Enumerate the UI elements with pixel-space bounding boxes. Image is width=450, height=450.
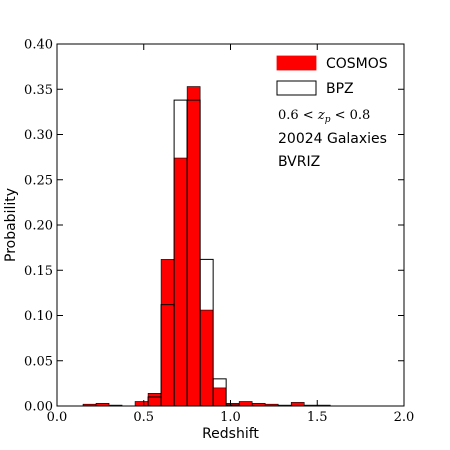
y-tick-label: 0.10 (24, 309, 53, 324)
legend-label-bpz: BPZ (326, 81, 354, 97)
cosmos-bar (199, 309, 214, 407)
range-upper: < 0.8 (330, 108, 370, 123)
cosmos-bar (186, 86, 201, 407)
cosmos-bar (147, 393, 162, 407)
x-tick-label: 0.0 (47, 410, 68, 425)
range-subscript: p (325, 115, 331, 125)
y-tick-label: 0.15 (24, 264, 53, 279)
filters-annotation: BVRIZ (278, 154, 320, 170)
y-tick-label: 0.20 (24, 219, 53, 234)
y-tick-label: 0.05 (24, 354, 53, 369)
cosmos-bar (290, 402, 305, 407)
redshift-range-annotation: 0.6 < zp < 0.8 (278, 108, 370, 125)
x-tick-label: 1.5 (307, 410, 328, 425)
x-tick-label: 2.0 (394, 410, 415, 425)
cosmos-bar (238, 401, 253, 407)
y-axis-label: Probability (3, 188, 19, 262)
range-variable: z (317, 108, 325, 123)
x-tick-label: 1.0 (220, 410, 241, 425)
range-lower: 0.6 < (278, 108, 318, 123)
plot-frame (56, 43, 405, 407)
y-tick-label: 0.00 (24, 400, 53, 415)
cosmos-bar (160, 259, 175, 407)
cosmos-bar (134, 401, 149, 407)
y-tick-label: 0.25 (24, 173, 53, 188)
y-tick-label: 0.40 (24, 38, 53, 53)
x-axis-label: Redshift (202, 426, 259, 442)
legend-swatch-cosmos (276, 55, 317, 71)
legend: COSMOS BPZ (276, 55, 388, 97)
cosmos-bar (173, 157, 188, 407)
galaxy-count-annotation: 20024 Galaxies (278, 131, 387, 147)
y-tick-label: 0.30 (24, 128, 53, 143)
x-tick-label: 0.5 (133, 410, 154, 425)
legend-label-cosmos: COSMOS (326, 56, 388, 72)
legend-swatch-bpz (276, 80, 317, 96)
axis-ticks: 0.0 0.5 1.0 1.5 2.0 0.00 0.05 0.10 0.15 0.20 0.25 0… (24, 38, 414, 426)
y-tick-label: 0.35 (24, 83, 53, 98)
cosmos-bar (212, 387, 227, 407)
